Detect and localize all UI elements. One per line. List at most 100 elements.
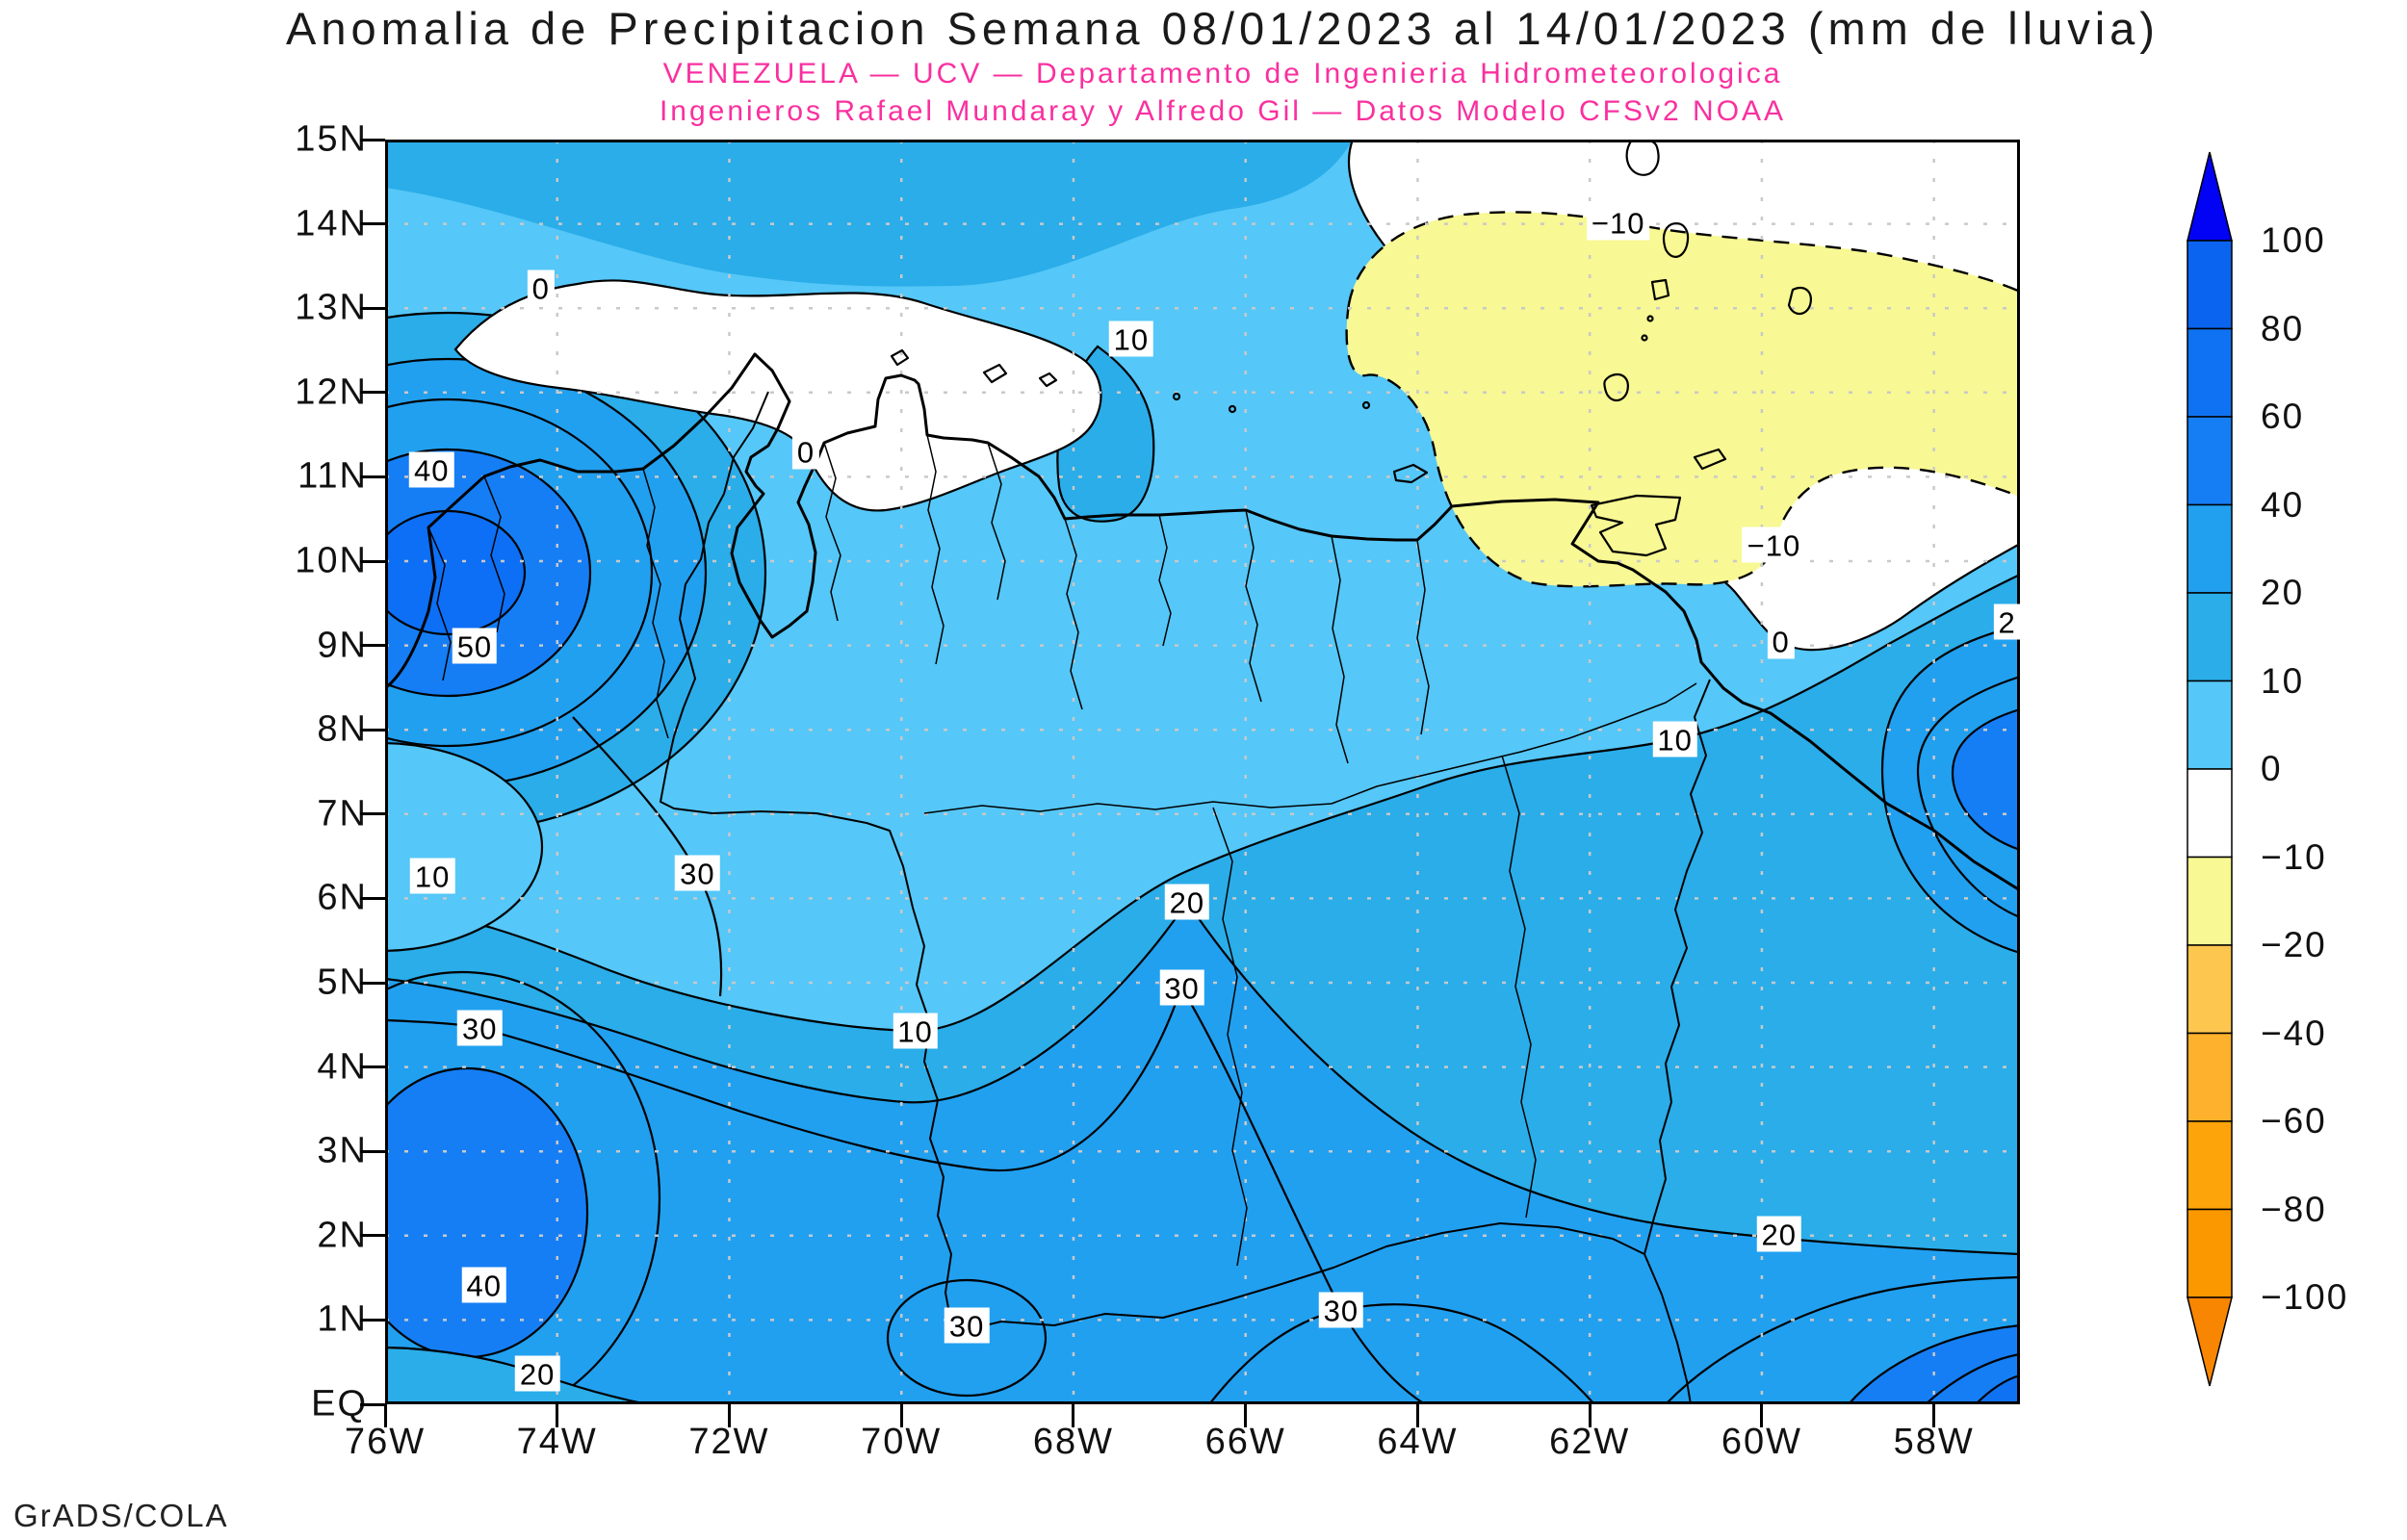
y-axis-tick-mark [360, 559, 385, 563]
y-axis-tick-mark [360, 644, 385, 648]
y-axis-tick-mark [360, 306, 385, 310]
contour-label-2: 2 [1993, 603, 2021, 640]
fill-west-ring-50-core [385, 509, 527, 636]
x-axis-tick-label: 72W [688, 1422, 770, 1462]
x-axis-tick-label: 64W [1377, 1422, 1459, 1462]
colorbar-level-label: 0 [2261, 749, 2283, 788]
y-axis-tick-mark [360, 728, 385, 732]
colorbar-level-label: −40 [2261, 1013, 2327, 1053]
grads-credit: GrADS/COLA [13, 1498, 229, 1533]
colorbar-segment [2187, 768, 2233, 859]
y-axis-tick-mark [360, 1402, 385, 1406]
x-axis-tick-mark [1072, 1404, 1075, 1427]
y-axis-tick-label: 9N [317, 625, 368, 666]
contour-label-20: 20 [1756, 1216, 1802, 1252]
y-axis-tick-mark [360, 138, 385, 141]
colorbar-level-label: 10 [2261, 660, 2305, 701]
contour-label-40: 40 [461, 1267, 507, 1303]
contour-50-corner [1925, 1352, 2020, 1404]
island-curacao [982, 363, 1008, 384]
y-axis-tick-mark [360, 222, 385, 226]
border-colombia-venezuela [660, 391, 954, 1334]
y-axis-tick-mark [360, 896, 385, 900]
y-axis-tick-label: 5N [317, 962, 368, 1003]
coastline-south-america [385, 352, 2020, 892]
fill-corner-60-80 [1974, 1373, 2020, 1404]
y-axis-tick-label: 7N [317, 793, 368, 834]
state-borders [427, 434, 1697, 1267]
y-axis-tick-label: EQ [311, 1383, 368, 1424]
colorbar-segment [2187, 1120, 2233, 1211]
x-axis-tick-mark [899, 1404, 903, 1427]
border-guyana-brazil [1643, 1253, 1692, 1404]
colorbar-segment [2187, 416, 2233, 506]
colorbar-level-label: −10 [2261, 836, 2327, 877]
y-axis-tick-mark [360, 812, 385, 816]
island-los-roques [1172, 392, 1181, 401]
y-axis-tick-mark [360, 391, 385, 395]
y-axis-tick-mark [360, 981, 385, 985]
x-axis-tick-label: 66W [1204, 1422, 1286, 1462]
fill-south-20-40 [385, 902, 2020, 1404]
contour-10-south [385, 574, 2020, 1033]
contour-label-30: 30 [675, 855, 720, 891]
colorbar-segment [2187, 1208, 2233, 1298]
x-axis-tick-label: 70W [861, 1422, 943, 1462]
contour-label-30: 30 [944, 1307, 990, 1344]
x-axis-tick-mark [1588, 1404, 1592, 1427]
x-axis-tick-label: 74W [516, 1422, 598, 1462]
island-grenada [1603, 372, 1629, 402]
island-st-lucia [1662, 222, 1690, 258]
contour-label-m10: −10 [1742, 526, 1806, 563]
contour-30-corner [1665, 1275, 2020, 1404]
x-axis-tick-mark [1932, 1404, 1936, 1427]
colorbar-level-label: −100 [2261, 1277, 2349, 1317]
y-axis-tick-label: 15N [295, 118, 368, 160]
island-barbados [1787, 286, 1812, 316]
island-trinidad [1590, 494, 1682, 557]
island-grenadines-1 [1646, 315, 1654, 322]
colorbar-segment [2187, 327, 2233, 418]
colorbar-level-label: −60 [2261, 1101, 2327, 1141]
y-axis-tick-label: 6N [317, 877, 368, 918]
contour-label-0: 0 [527, 270, 555, 306]
island-grenadines-2 [1641, 334, 1648, 342]
colorbar-level-label: 60 [2261, 397, 2305, 436]
colorbar-level-label: 80 [2261, 308, 2305, 348]
colorbar-segment [2187, 680, 2233, 770]
colorbar-level-label: 40 [2261, 484, 2305, 525]
y-axis-tick-label: 2N [317, 1215, 368, 1256]
contour-label-30: 30 [1159, 969, 1204, 1006]
x-axis-tick-label: 58W [1893, 1422, 1975, 1462]
contour-label-50: 50 [452, 628, 498, 664]
fill-east-20-40 [1880, 624, 2020, 955]
colorbar-segment [2187, 1032, 2233, 1122]
contour-30-east [1916, 675, 2020, 919]
contour-label-30: 30 [457, 1010, 503, 1046]
contour-label-0: 0 [791, 433, 820, 470]
islands [890, 140, 1812, 557]
y-axis-tick-mark [360, 1234, 385, 1238]
anomaly-contour-map [385, 140, 2020, 1404]
map-plot-area: 0 10 −10 0 40 50 −10 0 10 2 10 30 20 30 30 10 40 30 30 20 20 [385, 140, 2021, 1404]
contour-label-0: 0 [1767, 623, 1795, 659]
x-axis-tick-label: 68W [1032, 1422, 1115, 1462]
island-tobago [1693, 448, 1727, 471]
island-bonaire [1038, 372, 1058, 388]
y-axis-tick-mark [360, 475, 385, 478]
island-orchila [1228, 404, 1237, 414]
contour-label-30: 30 [1318, 1292, 1364, 1328]
contour-label-10: 10 [1108, 321, 1154, 357]
colorbar-segment [2187, 856, 2233, 946]
contour-label-20: 20 [514, 1355, 560, 1392]
y-axis-tick-label: 1N [317, 1298, 368, 1340]
x-axis-tick-mark [727, 1404, 731, 1427]
y-axis-tick-mark [360, 1065, 385, 1069]
colorbar-arrow-bottom [2187, 1296, 2233, 1387]
colorbar-segment [2187, 592, 2233, 682]
y-axis-tick-label: 11N [298, 455, 368, 497]
contour-label-10: 10 [893, 1013, 938, 1049]
colorbar-level-label: 20 [2261, 573, 2305, 612]
contour-label-10: 10 [1652, 721, 1697, 757]
